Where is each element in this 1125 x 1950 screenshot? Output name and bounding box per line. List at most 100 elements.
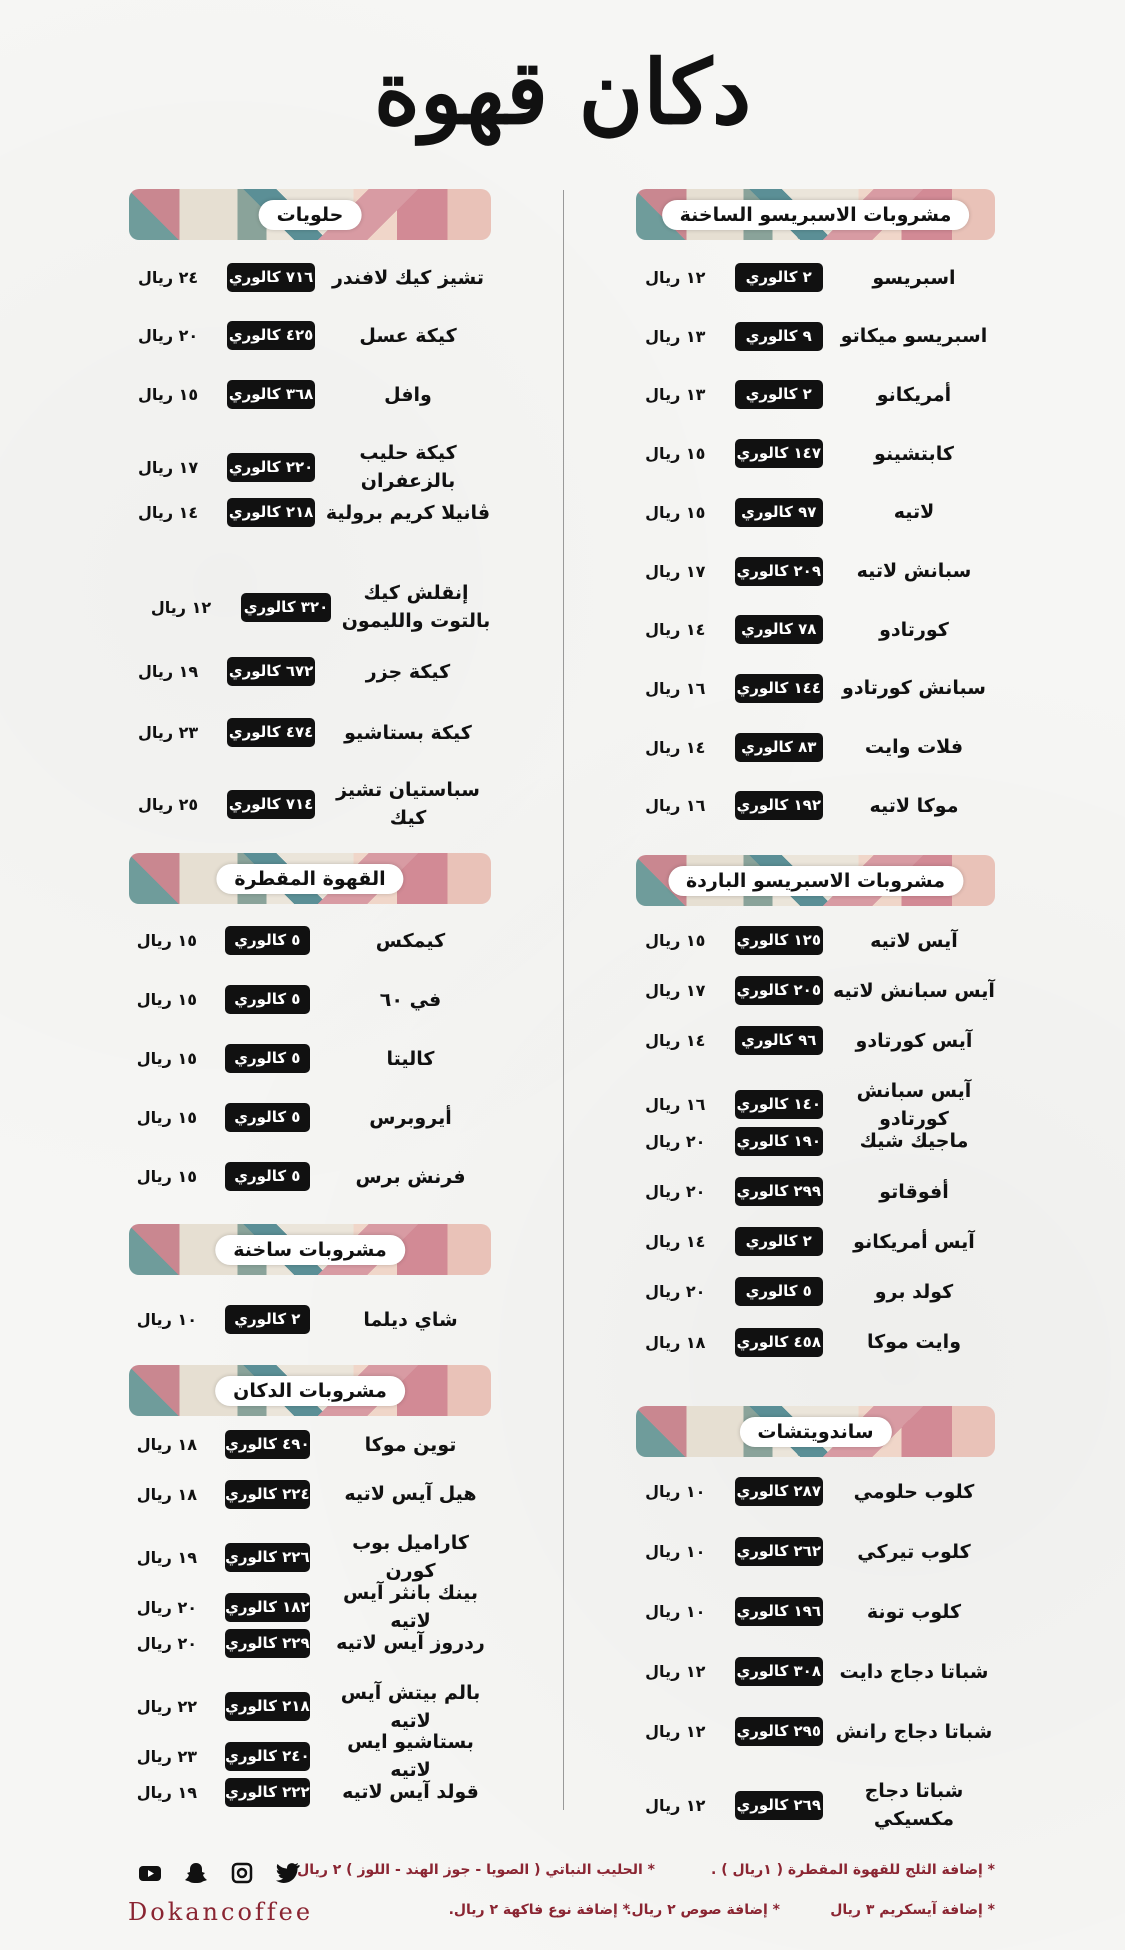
section-title: حلويات: [258, 199, 362, 230]
calorie-badge: ٦٧٢ كالوري: [227, 657, 315, 686]
calorie-badge: ٥ كالوري: [224, 1044, 310, 1073]
menu-item: إنقلش كيك بالتوت والليمون ٣٢٠ كالوري ١٢ ري…: [129, 579, 491, 635]
menu-item: سبانش كورتادو ١٤٤ كالوري ١٦ ريال: [636, 673, 995, 703]
menu-item: كولد برو ٥ كالوري ٢٠ ريال: [636, 1277, 995, 1307]
calorie-badge: ٤٩٠ كالوري: [224, 1430, 310, 1459]
item-name: لاتيه: [893, 501, 935, 524]
snapchat-icon[interactable]: [184, 1862, 208, 1884]
menu-item: ردروز آيس لاتيه ٢٢٩ كالوري ٢٠ ريال: [129, 1628, 491, 1658]
instagram-icon[interactable]: [230, 1862, 254, 1884]
item-price: ١٥ ريال: [136, 1108, 197, 1127]
item-name: شباتا دجاج دايت: [839, 1660, 989, 1683]
calorie-badge: ٢ كالوري: [734, 263, 823, 292]
item-name: كيكة عسل: [359, 324, 457, 347]
calorie-badge: ١٤٠ كالوري: [734, 1090, 823, 1120]
item-price: ١٨ ريال: [136, 1435, 197, 1454]
item-price: ١٦ ريال: [645, 678, 706, 698]
item-price: ٢٠ ريال: [137, 326, 199, 345]
calorie-badge: ٢ كالوري: [224, 1305, 310, 1334]
menu-section: مشروبات الاسبريسو الباردة آيس لاتيه ١٢٥ كا…: [636, 855, 995, 1357]
calorie-badge: ٢٢٢ كالوري: [224, 1777, 310, 1807]
calorie-badge: ٢٩٩ كالوري: [734, 1177, 823, 1206]
item-price: ١٥ ريال: [645, 502, 706, 522]
item-name: بالم بيتش آيس لاتيه: [340, 1681, 481, 1732]
item-price: ٢٠ ريال: [136, 1597, 197, 1617]
item-price: ١٤ ريال: [137, 503, 199, 522]
item-price: ١٢ ريال: [645, 1722, 706, 1741]
item-price: ١٩ ريال: [137, 662, 199, 681]
item-name: كولد برو: [874, 1280, 954, 1303]
item-price: ١٤ ريال: [645, 737, 706, 757]
item-name: تشيز كيك لافندر: [331, 266, 485, 289]
menu-item: آيس كورتادو ٩٦ كالوري ١٤ ريال: [636, 1026, 995, 1056]
section-banner: مشروبات الدكان: [129, 1365, 491, 1416]
item-name: أفوقاتو: [879, 1180, 949, 1203]
calorie-badge: ١٢٥ كالوري: [734, 926, 823, 955]
menu-item: سباستيان تشيز كيك ٧١٤ كالوري ٢٥ ريال: [129, 776, 491, 832]
youtube-icon[interactable]: [138, 1862, 162, 1884]
calorie-badge: ٢٢٤ كالوري: [224, 1479, 310, 1509]
item-name: اسبريسو ميكاتو: [840, 325, 988, 348]
section-title: ساندويتشات: [739, 1416, 892, 1447]
menu-item: اسبريسو ٢ كالوري ١٢ ريال: [636, 263, 995, 292]
item-name: آيس كورتادو: [855, 1029, 973, 1052]
item-price: ١٧ ريال: [645, 981, 706, 1001]
menu-item: ماجيك شيك ١٩٠ كالوري ٢٠ ريال: [636, 1126, 995, 1156]
calorie-badge: ٥ كالوري: [734, 1277, 823, 1307]
item-name: سبانش لاتيه: [856, 560, 972, 582]
menu-section: ساندويتشات كلوب حلومي ٢٨٧ كالوري ١٠ ريال كلو…: [636, 1406, 995, 1830]
menu-item: بستاشيو ايس لاتيه ٢٤٠ كالوري ٢٣ ريال: [129, 1728, 491, 1784]
calorie-badge: ٢١٨ كالوري: [224, 1692, 310, 1721]
item-name: ردروز آيس لاتيه: [336, 1632, 485, 1655]
section-banner: مشروبات الاسبريسو الساخنة: [636, 189, 995, 240]
item-price: ٢٠ ريال: [645, 1131, 706, 1151]
menu-section: القهوة المقطرة كيمكس ٥ كالوري ١٥ ريال في ٦٠ ٥…: [129, 853, 491, 1191]
item-name: كلوب تونة: [866, 1600, 962, 1623]
item-price: ٢٢ ريال: [136, 1697, 197, 1716]
item-price: ١٠ ريال: [645, 1602, 706, 1621]
menu-item: بالم بيتش آيس لاتيه ٢١٨ كالوري ٢٢ ريال: [129, 1679, 491, 1735]
menu-section: مشروبات الدكان توين موكا ٤٩٠ كالوري ١٨ ريال…: [129, 1365, 491, 1807]
section-banner: القهوة المقطرة: [129, 853, 491, 904]
calorie-badge: ٩ كالوري: [734, 321, 823, 351]
item-name: بينك بانثر آيس لاتيه: [342, 1582, 479, 1633]
calorie-badge: ١٩٢ كالوري: [734, 791, 823, 821]
menu-item: وافل ٣٦٨ كالوري ١٥ ريال: [129, 380, 491, 409]
menu-item: اسبريسو ميكاتو ٩ كالوري ١٣ ريال: [636, 321, 995, 351]
item-price: ١٠ ريال: [136, 1310, 197, 1329]
calorie-badge: ٢٤٠ كالوري: [224, 1741, 310, 1771]
item-name: ڤانيلا كريم برولية: [325, 501, 491, 524]
brand-name: Dokancoffee: [128, 1898, 314, 1926]
item-name: كابتشينو: [874, 442, 954, 465]
calorie-badge: ٢٢٦ كالوري: [224, 1542, 310, 1572]
menu-item: أيروبرس ٥ كالوري ١٥ ريال: [129, 1103, 491, 1132]
item-price: ١٦ ريال: [645, 796, 706, 816]
item-name: إنقلش كيك بالتوت والليمون: [341, 582, 491, 632]
calorie-badge: ١٤٧ كالوري: [734, 439, 823, 469]
twitter-icon[interactable]: [276, 1862, 300, 1884]
item-price: ١٧ ريال: [645, 561, 706, 581]
menu-item: أفوقاتو ٢٩٩ كالوري ٢٠ ريال: [636, 1177, 995, 1206]
item-name: شباتا دجاج رانش: [835, 1720, 993, 1743]
calorie-badge: ٢٢٠ كالوري: [227, 452, 315, 482]
menu-section: مشروبات ساخنة شاي ديلما ٢ كالوري ١٠ ريال: [129, 1224, 491, 1334]
calorie-badge: ١٨٢ كالوري: [224, 1592, 310, 1622]
item-name: فرنش برس: [355, 1165, 466, 1188]
menu-item: آيس أمريكانو ٢ كالوري ١٤ ريال: [636, 1227, 995, 1257]
menu-item: تشيز كيك لافندر ٧١٦ كالوري ٢٤ ريال: [129, 263, 491, 292]
menu-item: كورتادو ٧٨ كالوري ١٤ ريال: [636, 615, 995, 645]
menu-item: آيس لاتيه ١٢٥ كالوري ١٥ ريال: [636, 926, 995, 955]
menu-item: كلوب حلومي ٢٨٧ كالوري ١٠ ريال: [636, 1477, 995, 1506]
calorie-badge: ٢٩٥ كالوري: [734, 1717, 823, 1746]
item-name: بستاشيو ايس لاتيه: [347, 1731, 474, 1782]
calorie-badge: ٣٦٨ كالوري: [227, 380, 315, 409]
item-name: توين موكا: [364, 1433, 457, 1456]
item-price: ٢٠ ريال: [645, 1282, 706, 1302]
menu-item: كيكة عسل ٤٢٥ كالوري ٢٠ ريال: [129, 321, 491, 350]
menu-item: كلوب تونة ١٩٦ كالوري ١٠ ريال: [636, 1597, 995, 1626]
item-name: في ٦٠: [379, 988, 442, 1011]
section-banner: مشروبات الاسبريسو الباردة: [636, 855, 995, 906]
menu-item: كيكة بستاشيو ٤٧٤ كالوري ٢٣ ريال: [129, 718, 491, 747]
item-price: ١٨ ريال: [136, 1484, 197, 1504]
menu-item: كاليتا ٥ كالوري ١٥ ريال: [129, 1044, 491, 1073]
